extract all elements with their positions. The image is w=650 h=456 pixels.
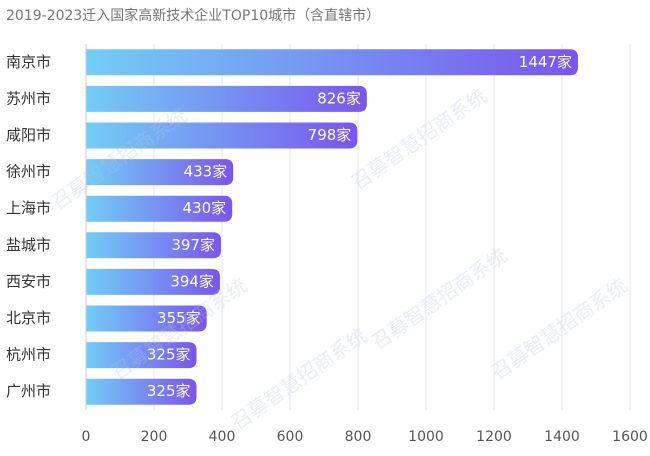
- bar: [86, 122, 358, 149]
- bar: [86, 342, 197, 369]
- y-tick-label: 徐州市: [6, 163, 51, 181]
- x-tick-label: 600: [277, 429, 304, 445]
- y-tick-label: 南京市: [6, 53, 51, 71]
- x-tick-label: 1000: [408, 429, 444, 445]
- bar: [86, 85, 367, 112]
- y-tick-label: 咸阳市: [6, 126, 51, 144]
- bar: [86, 268, 220, 295]
- bar: [86, 195, 233, 222]
- y-tick-label: 苏州市: [6, 89, 51, 107]
- x-tick-label: 1200: [476, 429, 512, 445]
- value-label: 397家: [171, 236, 215, 254]
- value-label: 325家: [147, 382, 191, 400]
- bar: [86, 159, 234, 186]
- chart-title: 2019-2023迁入国家高新技术企业TOP10城市（含直辖市）: [6, 7, 380, 24]
- value-label: 433家: [184, 163, 228, 181]
- x-tick-label: 1600: [612, 429, 648, 445]
- bar: [86, 232, 221, 259]
- y-tick-label: 广州市: [6, 382, 51, 400]
- x-tick-label: 200: [141, 429, 168, 445]
- value-label: 826家: [317, 89, 361, 107]
- y-tick-label: 杭州市: [6, 346, 51, 364]
- x-tick-label: 0: [82, 429, 91, 445]
- value-label: 798家: [308, 126, 352, 144]
- bar: [86, 378, 197, 405]
- y-tick-label: 北京市: [6, 309, 51, 327]
- value-label: 430家: [183, 199, 227, 217]
- value-label: 394家: [170, 272, 214, 290]
- x-tick-label: 800: [345, 429, 372, 445]
- watermark: 召募智慧招商系统: [227, 323, 372, 434]
- value-label: 1447家: [519, 53, 572, 71]
- x-tick-label: 400: [209, 429, 236, 445]
- bar: [86, 49, 578, 76]
- value-label: 355家: [157, 309, 201, 327]
- y-tick-label: 盐城市: [6, 236, 51, 254]
- y-tick-label: 西安市: [6, 272, 51, 290]
- watermark: 召募智慧招商系统: [487, 273, 632, 384]
- bar: [86, 305, 207, 332]
- watermark: 召募智慧招商系统: [367, 243, 512, 354]
- x-tick-label: 1400: [544, 429, 580, 445]
- watermark: 召募智慧招商系统: [347, 83, 492, 194]
- y-tick-label: 上海市: [6, 199, 51, 217]
- value-label: 325家: [147, 346, 191, 364]
